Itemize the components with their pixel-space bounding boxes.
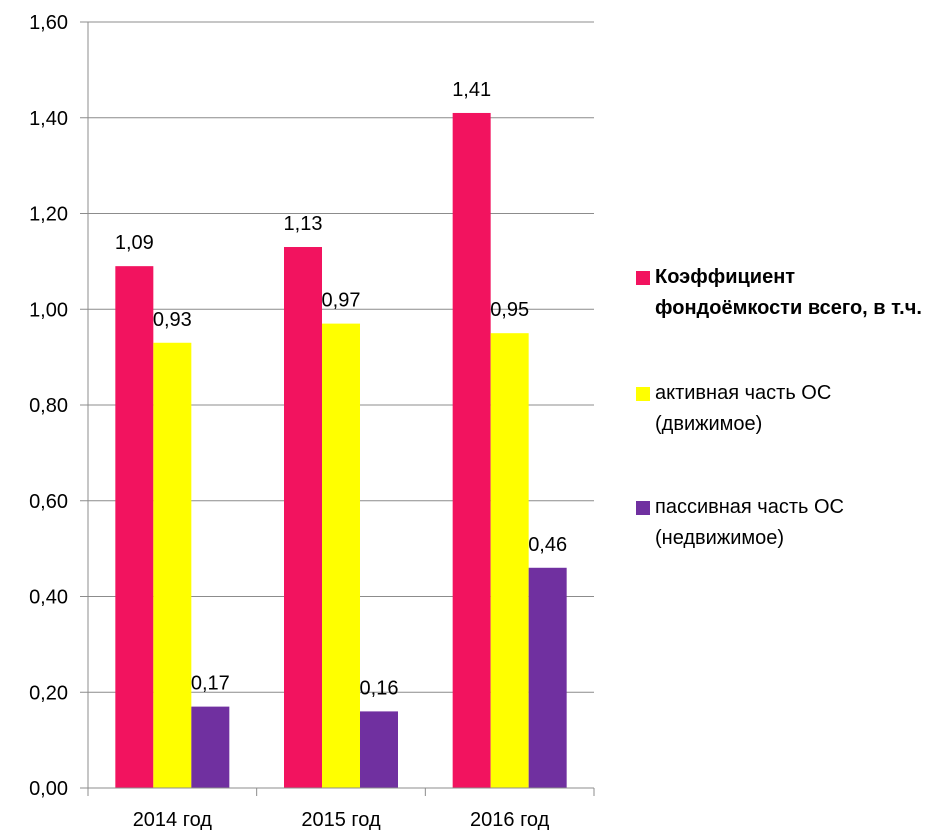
data-labels: 1,09 0,93 0,17 1,13 0,97 0,16 1,41 0,95 0,46 bbox=[115, 79, 567, 699]
bar-2-3 bbox=[490, 333, 529, 788]
data-label: 1,41 bbox=[452, 79, 491, 101]
bar-1-2 bbox=[284, 247, 322, 788]
legend-swatch-passive bbox=[636, 501, 650, 515]
bar-2-2 bbox=[322, 323, 360, 788]
x-tick-label: 2016 год bbox=[470, 809, 550, 831]
bar-3-2 bbox=[360, 711, 398, 788]
bar-1-1 bbox=[115, 266, 154, 789]
y-tick-label: 1,60 bbox=[29, 12, 68, 34]
data-label: 1,09 bbox=[115, 232, 154, 254]
x-tick-label: 2015 год bbox=[301, 809, 381, 831]
y-tick-label: 1,20 bbox=[29, 204, 68, 226]
bar-2-1 bbox=[153, 342, 192, 788]
legend-swatch-active bbox=[636, 387, 650, 401]
y-tick-label: 0,40 bbox=[29, 587, 68, 609]
y-tick-label: 0,00 bbox=[29, 778, 68, 800]
data-label: 0,46 bbox=[528, 534, 567, 556]
legend-item-active: активная часть ОС (движимое) bbox=[636, 378, 926, 440]
bar-3-1 bbox=[191, 706, 230, 788]
legend-label-passive: пассивная часть ОС (недвижимое) bbox=[655, 496, 844, 549]
y-tick-label: 1,00 bbox=[29, 299, 68, 321]
data-label: 1,13 bbox=[284, 213, 323, 235]
x-tick-label: 2014 год bbox=[133, 809, 213, 831]
y-tick-label: 0,80 bbox=[29, 395, 68, 417]
legend-label-active: активная часть ОС (движимое) bbox=[655, 382, 832, 435]
axes: 0,00 0,20 0,40 0,60 0,80 1,00 1,20 1,40 1,60 2014… bbox=[29, 12, 595, 831]
data-label: 0,17 bbox=[191, 673, 230, 695]
y-tick-label: 0,60 bbox=[29, 491, 68, 513]
y-tick-label: 1,40 bbox=[29, 108, 68, 130]
y-tick-label: 0,20 bbox=[29, 682, 68, 704]
bar-3-3 bbox=[528, 567, 567, 788]
legend-label-total: Коэффициент фондоёмкости всего, в т.ч. bbox=[655, 266, 922, 319]
legend-item-total: Коэффициент фондоёмкости всего, в т.ч. bbox=[636, 262, 926, 324]
data-label: 0,93 bbox=[153, 309, 192, 331]
legend-swatch-total bbox=[636, 271, 650, 285]
bar-1-3 bbox=[452, 112, 491, 788]
data-label: 0,95 bbox=[490, 299, 529, 321]
data-label: 0,16 bbox=[360, 677, 399, 699]
legend-item-passive: пассивная часть ОС (недвижимое) bbox=[636, 492, 926, 554]
data-label: 0,97 bbox=[322, 290, 361, 312]
bars bbox=[115, 112, 567, 789]
